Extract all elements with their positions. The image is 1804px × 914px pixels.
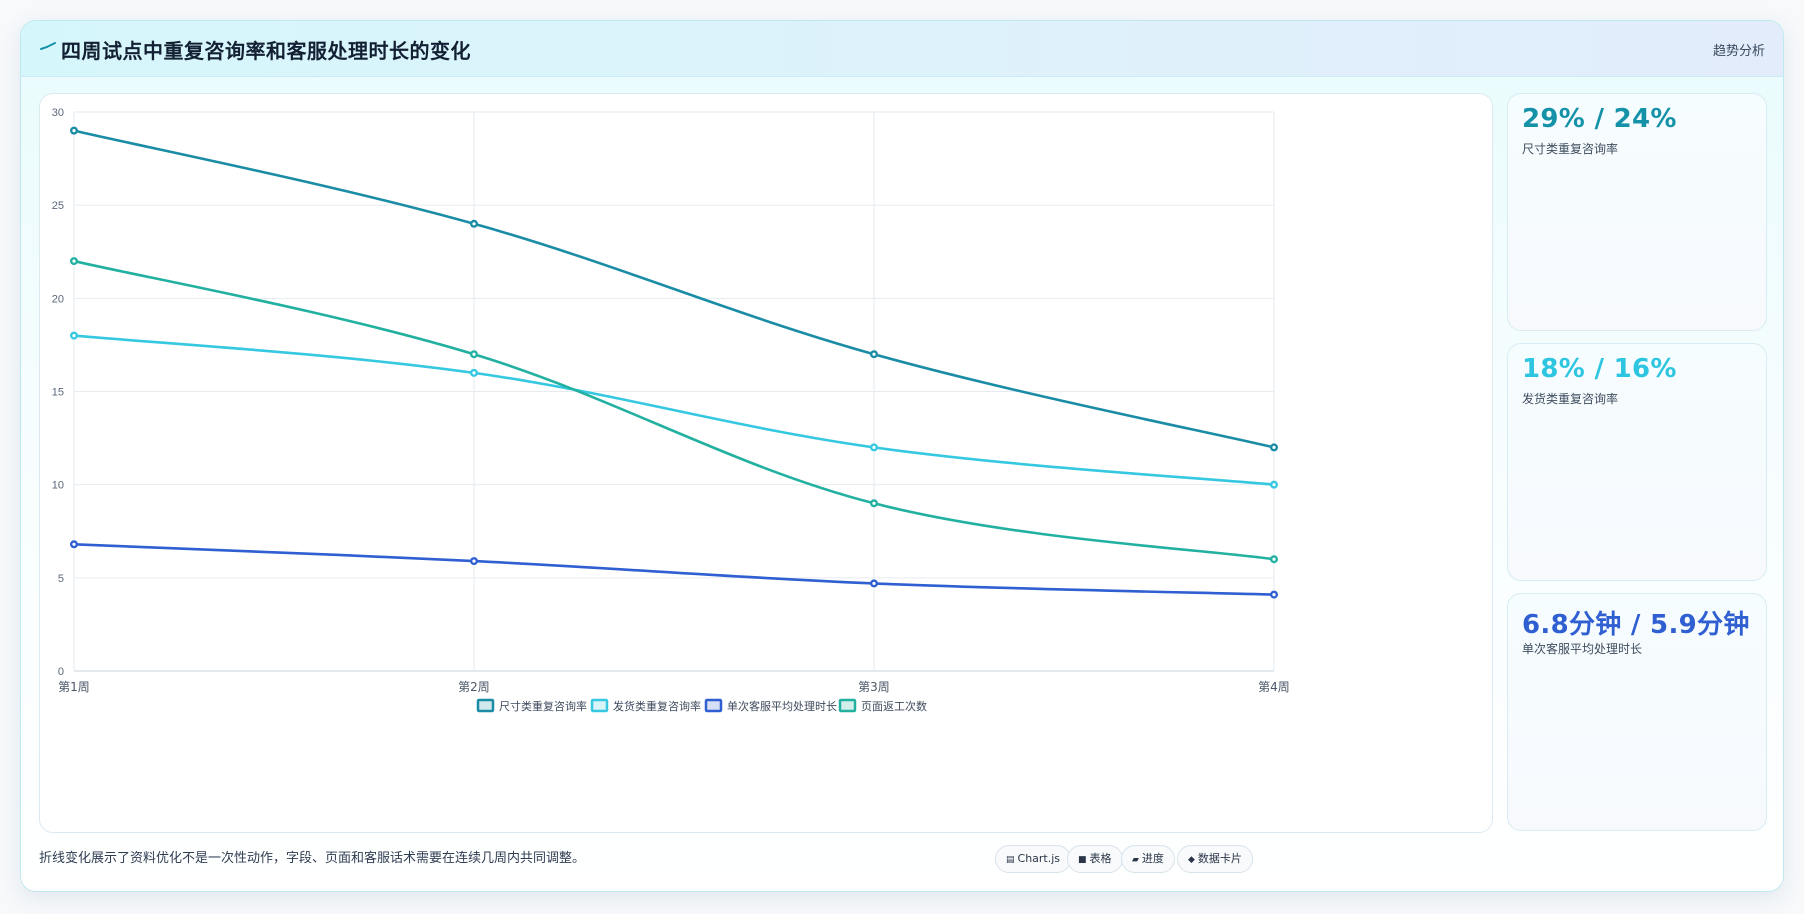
stat-label: 发货类重复咨询率 [1522, 392, 1619, 406]
legend-label: 页面返工次数 [861, 699, 927, 713]
legend-label: 单次客服平均处理时长 [727, 699, 837, 713]
legend-swatch [476, 698, 495, 713]
data-point-center [1272, 483, 1276, 487]
data-point-center [872, 352, 876, 356]
legend-label: 发货类重复咨询率 [613, 699, 701, 713]
chart-grid [73, 111, 1275, 672]
card-header: 四周试点中重复咨询率和客服处理时长的变化 趋势分析 [21, 21, 1783, 77]
stat-card-shipping-repeat: 18% / 16% 发货类重复咨询率 [1507, 343, 1767, 581]
y-tick-label: 5 [58, 573, 64, 585]
legend-swatch [704, 698, 723, 713]
stat-value: 6.8分钟 / 5.9分钟 [1522, 610, 1750, 640]
stat-card-handle-time: 6.8分钟 / 5.9分钟 单次客服平均处理时长 [1507, 593, 1767, 831]
badge-progress[interactable]: ▰ 进度 [1121, 845, 1175, 873]
data-point-center [1272, 557, 1276, 561]
data-point-center [72, 334, 76, 338]
badge-label: 数据卡片 [1197, 852, 1242, 865]
y-tick-label: 10 [52, 480, 64, 492]
footer-note: 折线变化展示了资料优化不是一次性动作，字段、页面和客服话术需要在连续几周内共同调… [39, 851, 586, 866]
progress-icon: ▰ [1132, 855, 1139, 865]
stat-label: 尺寸类重复咨询率 [1522, 142, 1619, 156]
series-line-1 [73, 129, 1275, 449]
data-point-center [1272, 593, 1276, 597]
stat-card-size-repeat: 29% / 24% 尺寸类重复咨询率 [1507, 93, 1767, 331]
table-icon: ■ [1078, 855, 1087, 865]
stat-value: 29% / 24% [1522, 104, 1677, 134]
data-point-center [472, 559, 476, 563]
line-chart: 0 5 10 15 20 25 30 第1周 第2周 第3周 第4周 尺寸类重复咨询率 发货类重复咨询… [52, 107, 1290, 713]
legend-swatch [590, 698, 609, 713]
data-point-center [872, 501, 876, 505]
badge-chartjs[interactable]: ▤ Chart.js [995, 845, 1072, 873]
trend-icon [39, 38, 59, 58]
x-tick-label: 第2周 [458, 680, 490, 694]
data-point-center [472, 222, 476, 226]
chart-ticks: 0 5 10 15 20 25 30 第1周 第2周 第3周 第4周 [52, 107, 1290, 694]
chart-title: 四周试点中重复咨询率和客服处理时长的变化 [61, 39, 471, 63]
card-icon: ◆ [1188, 855, 1195, 865]
y-tick-label: 15 [52, 387, 64, 399]
badge-data-card[interactable]: ◆ 数据卡片 [1177, 845, 1253, 873]
data-point-center [72, 542, 76, 546]
chart-legend: 尺寸类重复咨询率 发货类重复咨询率 单次客服平均处理时长 页面返工次数 [476, 698, 927, 713]
badge-label: 表格 [1089, 852, 1112, 865]
trend-analysis-tag: 趋势分析 [1712, 44, 1765, 59]
chart-card: 四周试点中重复咨询率和客服处理时长的变化 趋势分析 0 5 10 15 20 25 30 第1… [20, 20, 1784, 892]
stat-value: 18% / 16% [1522, 354, 1677, 384]
x-tick-label: 第4周 [1258, 680, 1290, 694]
y-tick-label: 20 [52, 293, 64, 305]
chart-panel: 0 5 10 15 20 25 30 第1周 第2周 第3周 第4周 尺寸类重复咨询率 发货类重复咨询… [39, 93, 1493, 833]
data-point-center [72, 129, 76, 133]
legend-swatch [838, 698, 857, 713]
series-line-2 [73, 334, 1275, 486]
chart-lines [70, 126, 1278, 599]
x-tick-label: 第1周 [58, 680, 90, 694]
legend-label: 尺寸类重复咨询率 [499, 699, 587, 713]
badge-label: Chart.js [1017, 852, 1061, 865]
badge-table[interactable]: ■ 表格 [1067, 845, 1123, 873]
data-point-center [1272, 445, 1276, 449]
data-point-center [472, 371, 476, 375]
data-point-center [872, 445, 876, 449]
y-tick-label: 30 [52, 107, 64, 119]
badge-label: 进度 [1141, 852, 1164, 865]
data-point-center [872, 581, 876, 586]
y-tick-label: 0 [58, 666, 64, 678]
data-point-center [472, 352, 476, 356]
stat-label: 单次客服平均处理时长 [1522, 642, 1643, 656]
y-tick-label: 25 [52, 200, 64, 212]
series-line-4 [73, 259, 1275, 561]
series-line-3 [73, 542, 1275, 596]
x-tick-label: 第3周 [858, 680, 890, 694]
data-point-center [72, 259, 76, 263]
chart-icon: ▤ [1006, 855, 1015, 865]
